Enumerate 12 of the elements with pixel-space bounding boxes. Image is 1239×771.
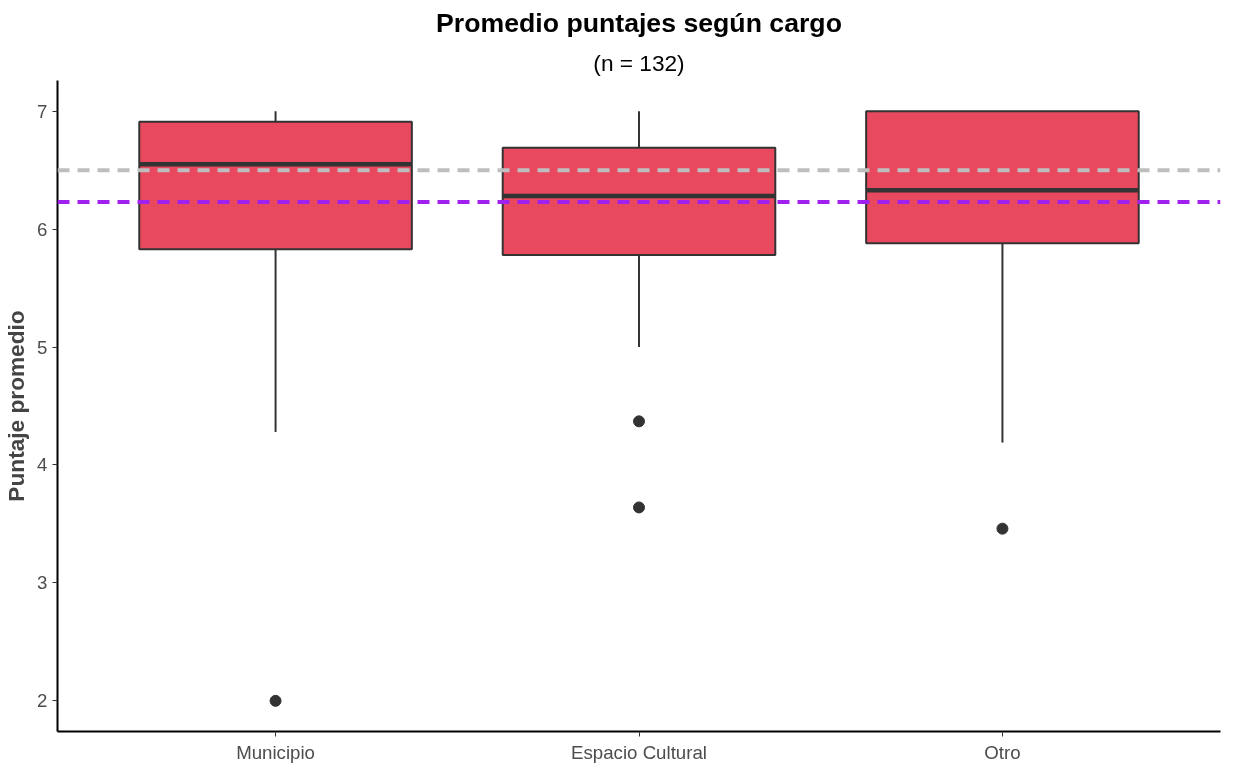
y-tick-label: 2 — [37, 690, 48, 712]
y-tick-label: 5 — [37, 336, 48, 358]
y-tick-label: 6 — [37, 218, 48, 240]
x-tick-label: Otro — [984, 741, 1021, 763]
y-tick-label: 3 — [37, 572, 48, 594]
y-tick-label: 7 — [37, 100, 48, 122]
chart-title: Promedio puntajes según cargo — [436, 7, 842, 38]
chart-subtitle: (n = 132) — [593, 49, 685, 76]
y-tick-label: 4 — [37, 454, 48, 476]
y-axis-title: Puntaje promedio — [3, 310, 30, 502]
x-tick-label: Municipio — [236, 741, 315, 763]
x-tick-label: Espacio Cultural — [571, 741, 707, 763]
